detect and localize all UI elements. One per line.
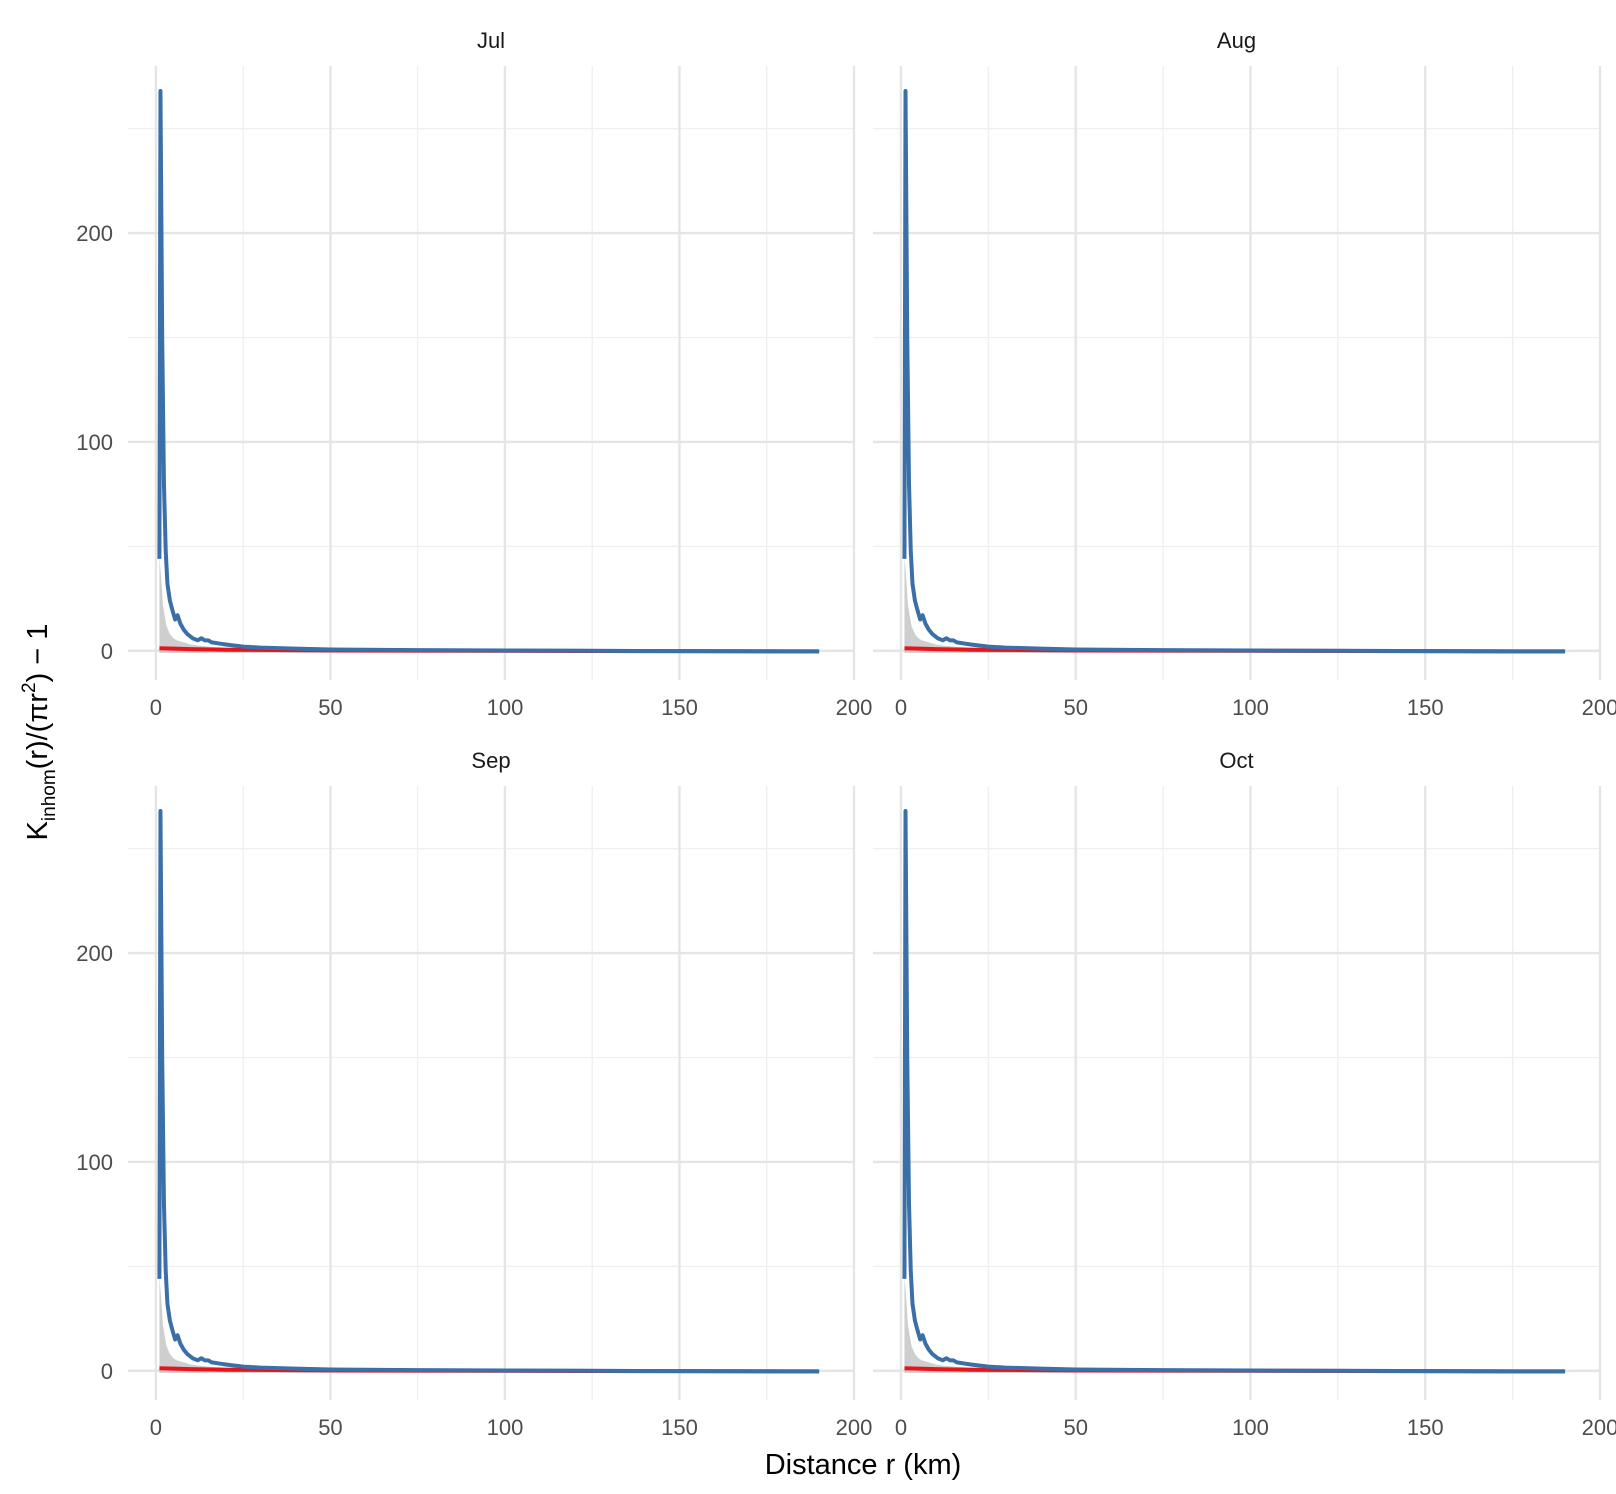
y-tick-label: 200	[76, 221, 113, 246]
y-axis-title: Kinhom(r)/(πr2) − 1	[19, 624, 60, 841]
facet-panel-jul: Jul 0 50 100 150 200 0 100 200	[76, 28, 872, 720]
x-tick-label: 0	[150, 1415, 162, 1440]
x-tick-label: 200	[1582, 695, 1616, 720]
facet-strip-label: Aug	[1217, 28, 1256, 53]
observed-line	[157, 89, 820, 654]
x-tick-label: 50	[1063, 1415, 1087, 1440]
x-tick-label: 50	[1063, 695, 1087, 720]
y-axis-title-superscript: 2	[19, 682, 40, 693]
facet-strip-label: Jul	[477, 28, 505, 53]
facet-panel-sep: Sep 0 50 100 150 200 0 100 200	[76, 748, 872, 1440]
y-axis-title-text1: (r)/(πr	[22, 693, 54, 770]
x-tick-label: 0	[895, 695, 907, 720]
x-tick-label: 100	[487, 1415, 524, 1440]
facet-strip-label: Oct	[1219, 748, 1253, 773]
x-tick-label: 50	[318, 695, 342, 720]
envelope-band	[159, 1276, 820, 1373]
y-tick-label: 100	[76, 430, 113, 455]
envelope-band	[904, 556, 1566, 653]
x-tick-label: 150	[1407, 1415, 1444, 1440]
x-tick-label: 0	[150, 695, 162, 720]
facet-strip-label: Sep	[471, 748, 510, 773]
y-tick-label: 0	[101, 1359, 113, 1384]
observed-line	[902, 89, 1566, 654]
y-tick-label: 200	[76, 941, 113, 966]
x-axis-title: Distance r (km)	[765, 1449, 962, 1481]
y-tick-label: 0	[101, 639, 113, 664]
x-tick-label: 150	[1407, 695, 1444, 720]
x-tick-label: 200	[1582, 1415, 1616, 1440]
x-tick-label: 150	[661, 695, 698, 720]
x-tick-label: 150	[661, 1415, 698, 1440]
facet-panel-oct: Oct 0 50 100 150 200	[873, 748, 1616, 1440]
observed-line	[902, 809, 1566, 1374]
x-tick-label: 200	[836, 695, 873, 720]
observed-line	[157, 809, 820, 1374]
x-tick-label: 100	[1232, 695, 1269, 720]
x-tick-label: 200	[836, 1415, 873, 1440]
x-tick-label: 50	[318, 1415, 342, 1440]
y-axis-title-base: K	[22, 820, 54, 840]
x-tick-label: 100	[1232, 1415, 1269, 1440]
y-axis-title-text2: ) − 1	[22, 624, 54, 683]
envelope-band	[159, 556, 820, 653]
y-tick-label: 100	[76, 1150, 113, 1175]
envelope-band	[904, 1276, 1566, 1373]
x-tick-label: 100	[487, 695, 524, 720]
facet-panel-aug: Aug 0 50 100 150 200	[873, 28, 1616, 720]
y-axis-title-subscript: inhom	[39, 769, 60, 821]
x-tick-label: 0	[895, 1415, 907, 1440]
